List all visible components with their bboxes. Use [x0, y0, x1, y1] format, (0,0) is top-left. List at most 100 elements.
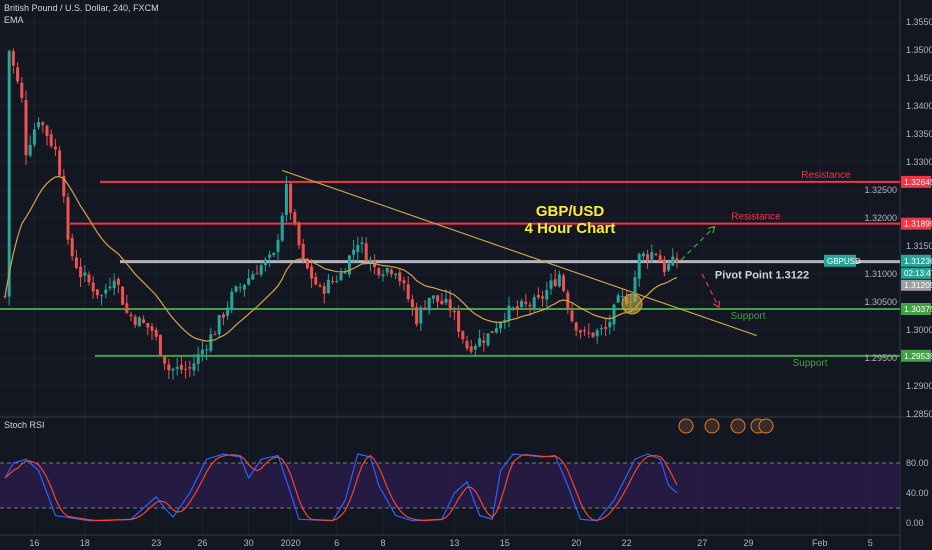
stoch-d-line	[4, 454, 678, 522]
candle-body	[310, 266, 314, 279]
event-flag-icon[interactable]	[678, 418, 694, 434]
candle-body	[377, 268, 381, 276]
candle-body	[511, 307, 515, 309]
candle-body	[45, 125, 49, 137]
candle-body	[41, 122, 45, 125]
event-flag-icon[interactable]	[758, 418, 774, 434]
event-icons[interactable]	[678, 418, 774, 434]
level-label-resistance-2: Resistance	[731, 212, 781, 223]
candle-body	[28, 144, 32, 156]
candle-body	[272, 252, 276, 255]
time-tick-label: 29	[743, 538, 753, 548]
price-tag-text: 1.30375	[904, 304, 932, 314]
candle-body	[74, 257, 78, 268]
candle-body	[461, 331, 465, 340]
event-flag-icon[interactable]	[730, 418, 746, 434]
candle-body	[217, 315, 221, 335]
price-tick-label: 1.31500	[906, 241, 932, 251]
time-tick-label: 22	[622, 538, 632, 548]
candle-body	[276, 239, 280, 252]
time-tick-label: 15	[500, 538, 510, 548]
candle-body	[175, 366, 179, 369]
candle-body	[100, 295, 104, 297]
candle-body	[507, 305, 511, 321]
candle-body	[520, 301, 524, 308]
candle-body	[465, 341, 469, 349]
candle-body	[251, 274, 255, 280]
candle-body	[70, 238, 74, 257]
candle-body	[24, 100, 28, 156]
bearish-arrow[interactable]	[701, 273, 720, 308]
time-tick-label: 23	[151, 538, 161, 548]
candle-body	[595, 330, 599, 337]
candle-body	[612, 304, 616, 325]
stoch-rsi-label[interactable]: Stoch RSI	[4, 420, 45, 430]
candle-body	[179, 364, 183, 370]
candle-body	[150, 326, 154, 331]
candle-body	[431, 295, 435, 299]
price-tick-label: 1.35500	[906, 17, 932, 27]
time-tick-label: 27	[697, 538, 707, 548]
candle-body	[116, 279, 120, 285]
candle-body	[490, 331, 494, 333]
candle-body	[37, 121, 41, 128]
candle-body	[297, 222, 301, 246]
candle-body	[53, 146, 57, 150]
price-tick-label: 1.35000	[906, 45, 932, 55]
candle-body	[667, 263, 671, 271]
price-tick-label: 1.29000	[906, 381, 932, 391]
candle-body	[158, 335, 162, 356]
candle-body	[427, 297, 431, 311]
candle-body	[87, 274, 91, 283]
price-tick-label: 1.34500	[906, 73, 932, 83]
candle-body	[230, 291, 234, 309]
candle-body	[503, 319, 507, 322]
event-flag-icon[interactable]	[704, 418, 720, 434]
candle-body	[335, 280, 339, 282]
bullish-arrow[interactable]	[680, 225, 716, 261]
candle-body	[154, 330, 158, 337]
ema-line[interactable]	[4, 176, 678, 342]
candle-body	[473, 345, 477, 350]
candle-body	[163, 356, 167, 364]
candle-body	[192, 363, 196, 371]
candle-body	[536, 294, 540, 298]
candle-body	[364, 243, 368, 262]
candle-body	[184, 368, 188, 370]
candle-body	[486, 333, 490, 346]
candle-body	[650, 252, 654, 260]
stoch-band	[0, 463, 900, 508]
last-price-tag	[901, 254, 931, 267]
price-tick-label: 1.32000	[864, 213, 897, 223]
candle-body	[528, 304, 532, 307]
candle-body	[452, 310, 456, 313]
candle-body	[402, 280, 406, 284]
breakout-circle[interactable]	[621, 293, 643, 315]
candle-body	[146, 323, 150, 328]
candle-body	[587, 332, 591, 334]
candle-body	[410, 299, 414, 308]
level-label-resistance-1: Resistance	[801, 170, 851, 181]
price-tick-label: 1.29500	[864, 353, 897, 363]
time-tick-label: 6	[334, 538, 339, 548]
bullish-arrow-head-icon	[707, 225, 715, 229]
candle-body	[259, 265, 263, 275]
trendline[interactable]	[282, 169, 757, 337]
candle-body	[171, 368, 175, 371]
indicator-label[interactable]: EMA	[4, 15, 24, 25]
candle-body	[263, 259, 267, 266]
candle-body	[255, 273, 259, 275]
candle-body	[137, 317, 141, 327]
candle-body	[301, 244, 305, 259]
candle-body	[318, 285, 322, 287]
candle-body	[444, 298, 448, 303]
candle-body	[394, 273, 398, 276]
stoch-tick-label: 80.00	[906, 458, 929, 468]
time-tick-label: 16	[29, 538, 39, 548]
bearish-arrow-head-icon	[712, 303, 720, 309]
candle-body	[20, 82, 24, 98]
candle-body	[646, 254, 650, 260]
stoch-tick-label: 0.00	[906, 518, 924, 528]
candle-body	[574, 322, 578, 331]
